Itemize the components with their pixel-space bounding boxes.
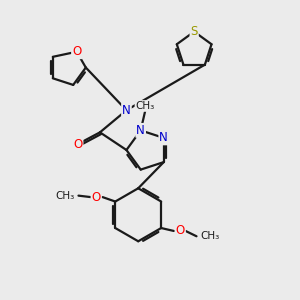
Text: O: O [176,224,185,238]
Text: CH₃: CH₃ [136,101,155,111]
Text: CH₃: CH₃ [56,190,75,201]
Text: S: S [190,25,198,38]
Text: N: N [136,124,145,137]
Text: N: N [159,131,168,144]
Text: O: O [92,190,101,204]
Text: O: O [73,138,83,151]
Text: O: O [72,45,81,58]
Text: N: N [122,104,131,117]
Text: CH₃: CH₃ [200,231,219,241]
